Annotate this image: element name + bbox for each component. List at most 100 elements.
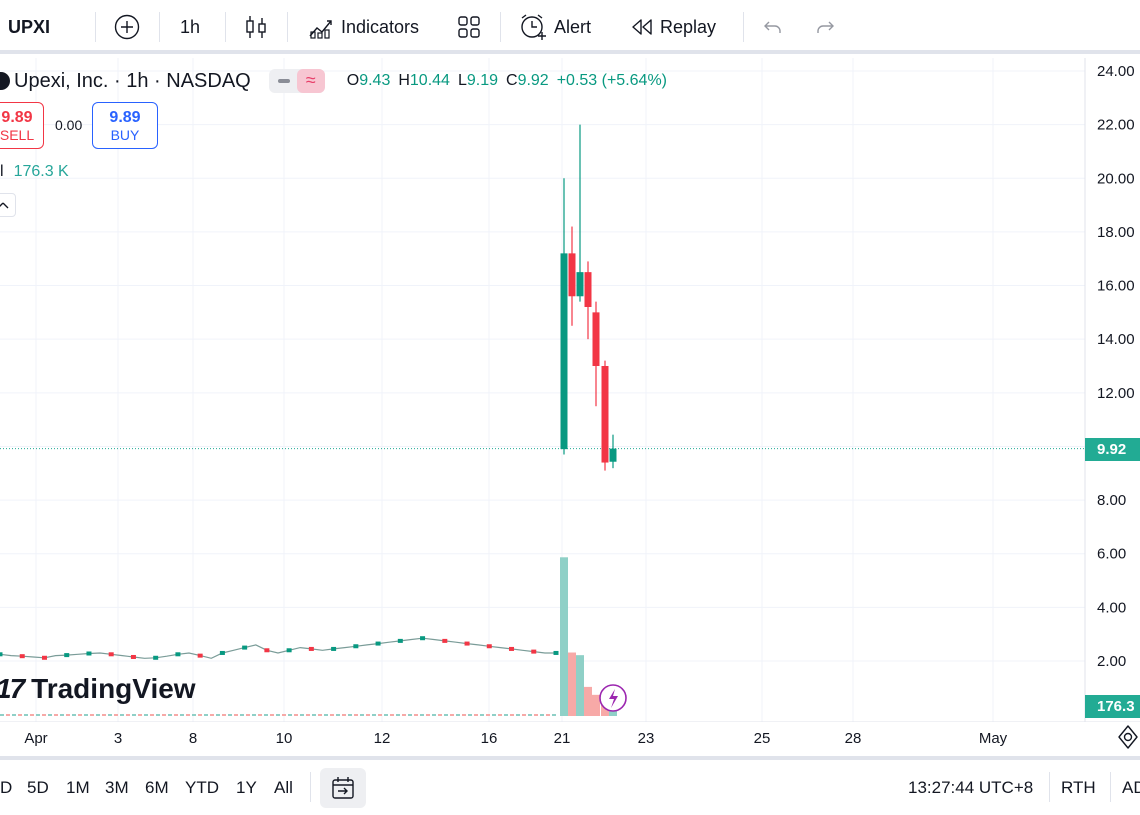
volume-bar: [270, 714, 274, 716]
volume-bar: [498, 714, 502, 716]
historical-candle: [130, 654, 136, 659]
open-value: 9.43: [359, 72, 391, 89]
ohlc-high: H10.44: [398, 72, 450, 90]
volume-bar: [6, 714, 10, 716]
historical-candle: [509, 646, 515, 651]
historical-candle: [420, 636, 426, 641]
time-axis[interactable]: Apr 3 8 10 12 16 21 23 25 28 May: [0, 722, 1140, 754]
range-1y-button[interactable]: 1Y: [236, 778, 257, 797]
range-1d-button[interactable]: D: [0, 778, 13, 797]
volume-bar: [180, 714, 184, 716]
volume-bar: [84, 714, 88, 716]
volume-bar: [414, 714, 418, 716]
historical-price-line: [0, 637, 556, 659]
go-to-date-button[interactable]: [320, 768, 366, 808]
gear-icon: [1118, 725, 1138, 749]
range-3m-button[interactable]: 3M: [105, 778, 129, 797]
replay-button[interactable]: Replay: [630, 0, 716, 54]
volume-bar: [444, 714, 448, 716]
candle-body[interactable]: [601, 366, 609, 463]
candle-body[interactable]: [560, 253, 568, 450]
range-1m-button[interactable]: 1M: [66, 778, 90, 797]
collapse-legend-button[interactable]: [0, 193, 16, 217]
price-chart[interactable]: 24.00 22.00 20.00 18.00 16.00 14.00 12.00 8.00 6…: [0, 58, 1140, 722]
symbol-title[interactable]: Upexi, Inc. · 1h · NASDAQ: [14, 69, 251, 92]
volume-bar: [282, 714, 286, 716]
indicators-button[interactable]: Indicators: [307, 0, 419, 54]
adjust-button[interactable]: AD: [1122, 778, 1140, 797]
volume-bar: [240, 714, 244, 716]
price-tick-label: 12.00: [1097, 385, 1135, 402]
plus-circle-icon: [114, 14, 140, 40]
historical-candle: [397, 638, 403, 643]
candle-body[interactable]: [576, 272, 584, 297]
candle-body[interactable]: [584, 272, 592, 307]
range-6m-button[interactable]: 6M: [145, 778, 169, 797]
replay-label: Replay: [660, 16, 717, 37]
historical-candle: [353, 644, 359, 649]
legend-toggle[interactable]: ≈: [268, 69, 325, 93]
volume-bar: [516, 714, 520, 716]
redo-button[interactable]: [814, 0, 836, 54]
volume-bar: [492, 714, 496, 716]
volume-bar: [54, 714, 58, 716]
ohlc-close: C9.92: [506, 72, 549, 90]
volume-bar: [546, 714, 550, 716]
chevron-up-icon: [0, 202, 9, 209]
buy-button[interactable]: 9.89 BUY: [92, 102, 158, 149]
volume-bar: [366, 714, 370, 716]
symbol-search-button[interactable]: UPXI: [8, 0, 50, 54]
volume-bar: [210, 714, 214, 716]
candle-body[interactable]: [568, 253, 576, 297]
alert-label: Alert: [554, 16, 592, 37]
close-label: C: [506, 72, 518, 89]
sell-button[interactable]: 9.89 SELL: [0, 102, 44, 149]
tradingview-watermark[interactable]: 17 TradingView: [0, 671, 196, 707]
volume-bar: [108, 714, 112, 716]
lightning-bolt: [609, 689, 618, 708]
volume-bar: [342, 714, 346, 716]
axis-settings-button[interactable]: [1115, 724, 1140, 750]
price-tick-label: 6.00: [1097, 546, 1126, 563]
bottom-divider: [1110, 772, 1111, 802]
volume-bar: [186, 714, 190, 716]
price-tick-label: 4.00: [1097, 599, 1126, 616]
volume-bar: [402, 714, 406, 716]
historical-candle: [0, 652, 3, 657]
candles-icon: [246, 16, 266, 38]
volume-bar: [522, 714, 526, 716]
range-all-button[interactable]: All: [274, 778, 293, 797]
price-tick-label: 22.00: [1097, 117, 1135, 134]
price-tick-label: 2.00: [1097, 653, 1126, 670]
volume-bar: [12, 714, 16, 716]
compare-symbol-button[interactable]: [113, 0, 141, 54]
undo-button[interactable]: [762, 0, 784, 54]
symbol-legend: Upexi, Inc. · 1h · NASDAQ ≈ O9.43 H10.44…: [0, 66, 667, 96]
layouts-button[interactable]: [456, 0, 482, 54]
candle-body[interactable]: [592, 312, 600, 366]
clock-timezone-button[interactable]: 13:27:44 UTC+8: [908, 778, 1034, 797]
session-button[interactable]: RTH: [1061, 778, 1096, 797]
alert-button[interactable]: Alert: [518, 0, 591, 54]
volume-bar: [114, 714, 118, 716]
range-ytd-button[interactable]: YTD: [185, 778, 219, 797]
volume-bar: [560, 557, 568, 716]
candle-body[interactable]: [609, 448, 617, 462]
volume-bar: [324, 714, 328, 716]
chart-type-button[interactable]: [244, 0, 268, 54]
price-tick-label: 14.00: [1097, 331, 1135, 348]
volume-bar: [486, 714, 490, 716]
volume-bar: [318, 714, 322, 716]
range-5d-button[interactable]: 5D: [27, 778, 49, 797]
volume-bar: [138, 714, 142, 716]
volume-bar: [126, 714, 130, 716]
watermark-text: TradingView: [31, 673, 196, 704]
undo-icon: [764, 21, 781, 33]
interval-button[interactable]: 1h: [180, 0, 200, 54]
volume-bar: [252, 714, 256, 716]
time-tick-label: 23: [638, 730, 655, 747]
volume-bar: [102, 714, 106, 716]
time-tick-label: May: [979, 730, 1008, 747]
volume-legend[interactable]: l 176.3 K: [0, 160, 69, 184]
volume-bar: [246, 714, 250, 716]
